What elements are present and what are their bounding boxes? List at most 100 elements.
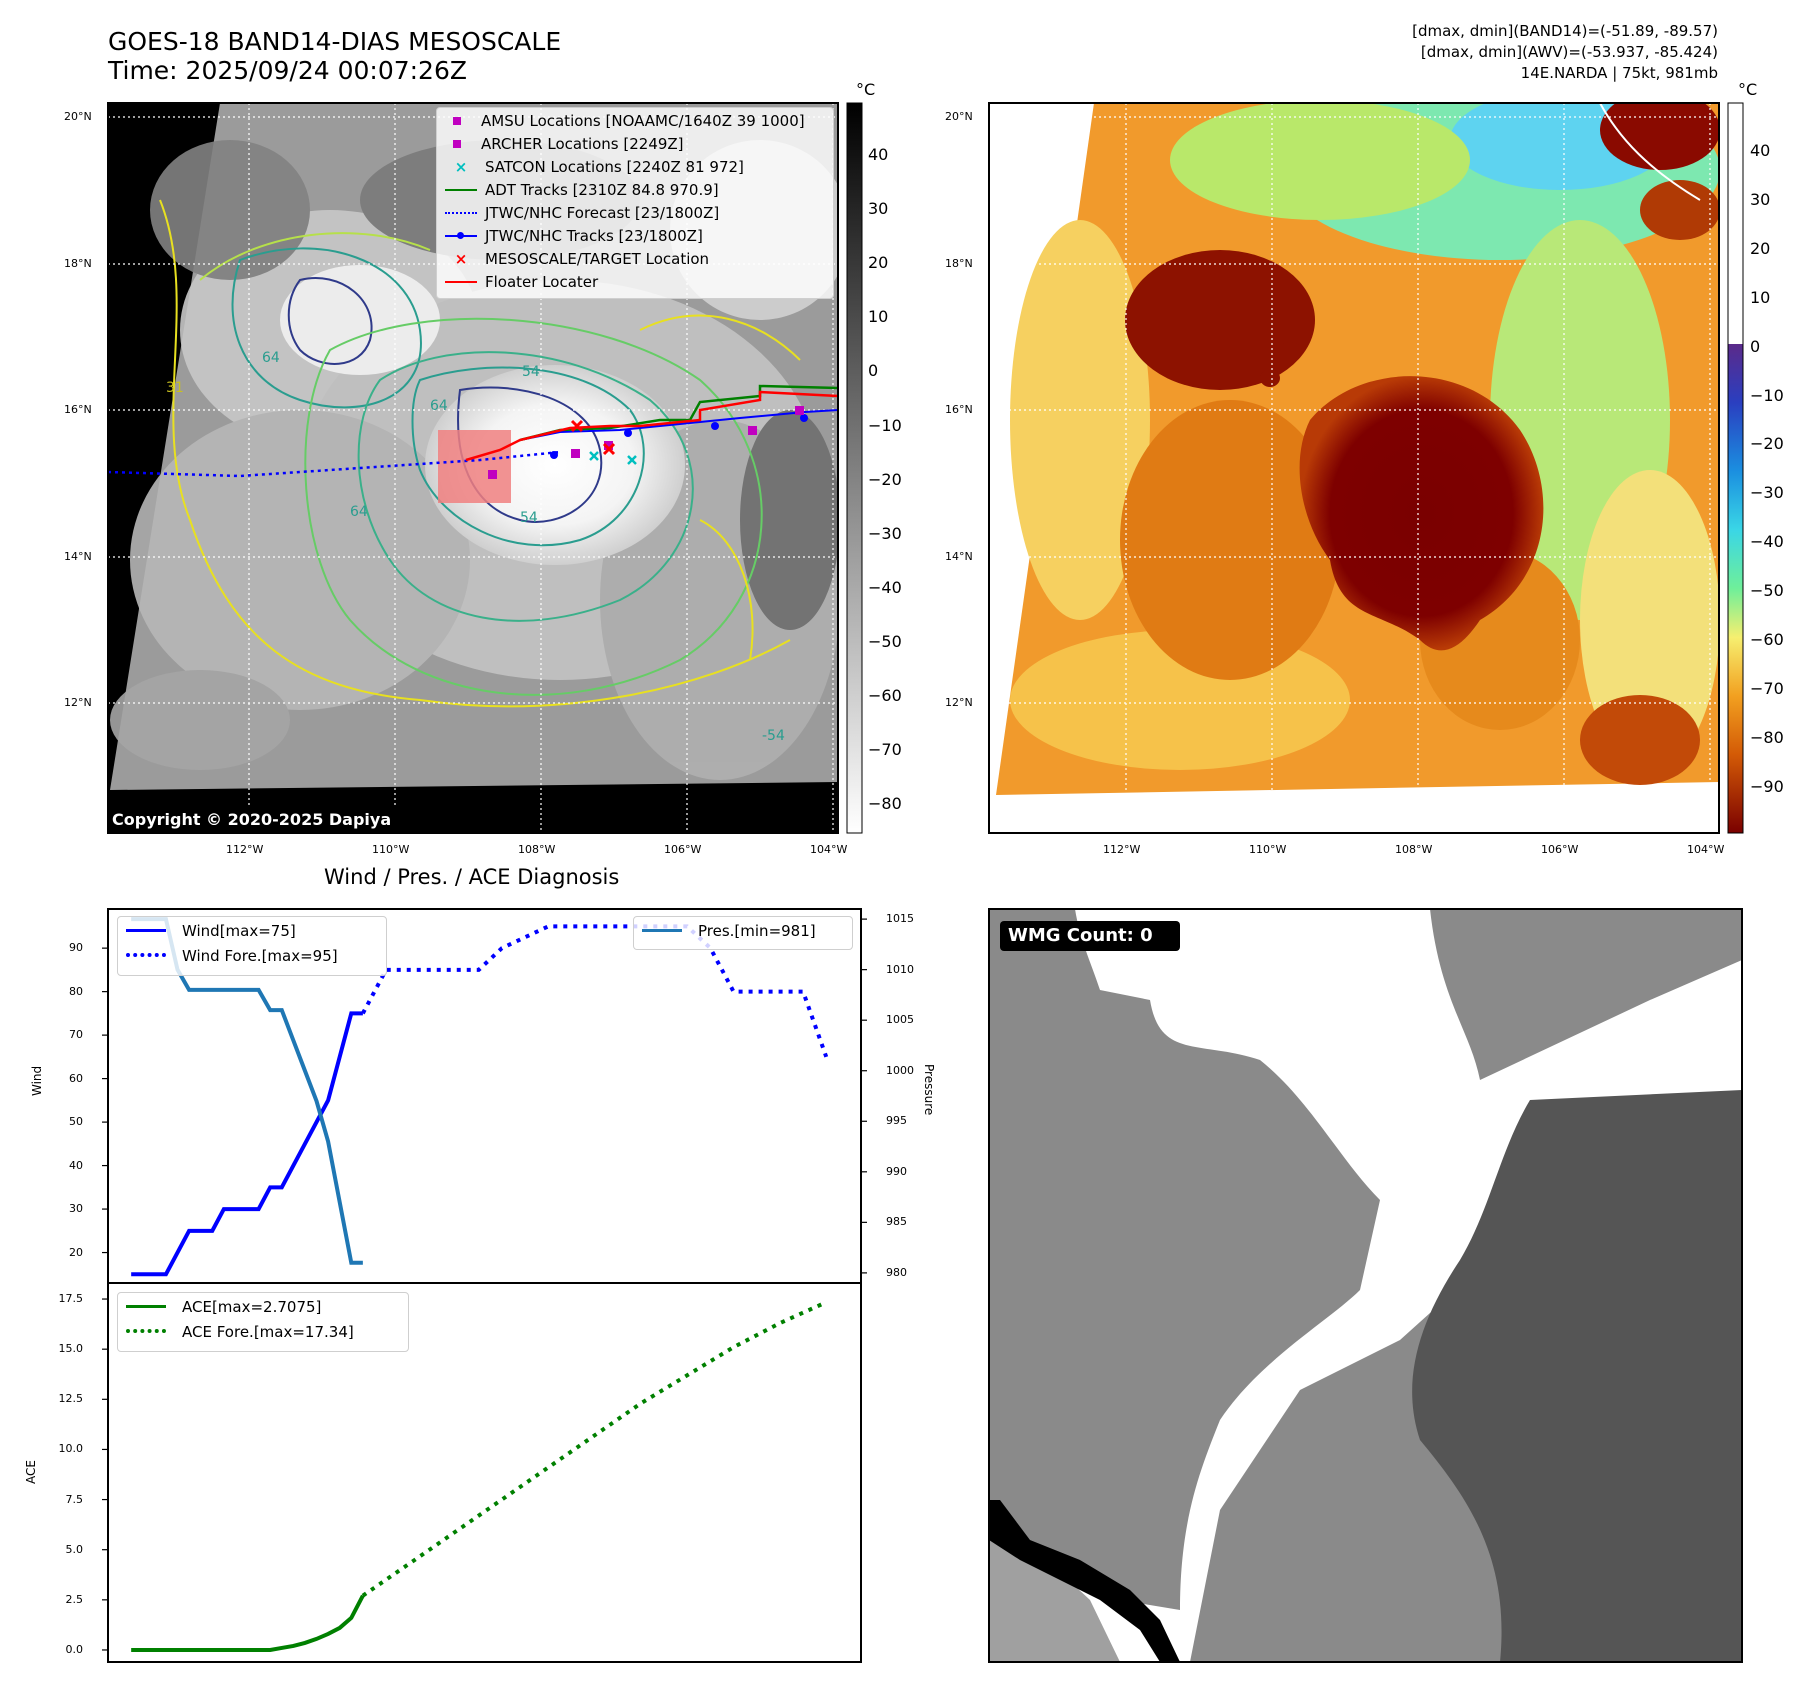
map1-lon-label: 106°W	[664, 843, 702, 856]
legend-item-amsu: AMSU Locations [NOAAMC/1640Z 39 1000]	[445, 112, 805, 130]
wind-tick-label: 50	[69, 1115, 83, 1129]
map2-lon-label: 110°W	[1249, 843, 1287, 856]
map1-lon-label: 104°W	[810, 843, 848, 856]
map2-lon-label: 108°W	[1395, 843, 1433, 856]
wind-tick-label: 20	[69, 1245, 83, 1259]
colorbar1-tick-label: −60	[868, 686, 902, 705]
ace-plot	[102, 1298, 828, 1652]
map2-lat-label: 18°N	[945, 257, 973, 270]
line-marker-icon	[126, 929, 166, 932]
colorbar1-tick-label: −70	[868, 740, 902, 760]
wind-tick-label: 80	[69, 984, 83, 998]
colorbar1-tick-label: −80	[868, 794, 902, 814]
awv-storm-core	[1299, 376, 1544, 651]
wind-tick-label: 30	[69, 1202, 83, 1216]
colorbar1-unit: °C	[856, 80, 876, 99]
map1-lat-label: 18°N	[64, 257, 92, 270]
wind-pressure-plot	[102, 917, 867, 1277]
floater-track	[465, 390, 838, 462]
wind-tick-label: 40	[69, 1158, 83, 1172]
series-line-0	[131, 1011, 363, 1277]
contour-label: 54	[522, 364, 540, 380]
dotted-line-icon	[126, 953, 166, 957]
pressure-axis-label: Pressure	[922, 1064, 936, 1116]
legend-item-target: × MESOSCALE/TARGET Location	[445, 250, 709, 268]
pressure-tick-label: 985	[886, 1215, 907, 1229]
colorbar2-tick-label: −70	[1750, 678, 1784, 698]
map2-lat-label: 12°N	[945, 696, 973, 709]
x-marker-icon: ×	[454, 158, 468, 176]
map1-lon-label: 108°W	[518, 843, 556, 856]
dotted-line-icon	[445, 212, 477, 214]
map1-lon-label: 110°W	[372, 843, 410, 856]
colorbar2-tick-label: 0	[1750, 336, 1761, 356]
line-marker-icon	[126, 1305, 166, 1308]
square-marker-icon	[453, 140, 461, 148]
map2-lat-label: 20°N	[945, 110, 973, 123]
map-legend: AMSU Locations [NOAAMC/1640Z 39 1000] AR…	[436, 107, 834, 299]
map1-lat-label: 12°N	[64, 696, 92, 709]
map1-lon-label: 112°W	[226, 843, 264, 856]
info-line2: [dmax, dmin](AWV)=(-53.937, -85.424)	[1420, 43, 1718, 61]
map2-lon-label: 112°W	[1103, 843, 1141, 856]
colorbar2-tick-label: −50	[1750, 581, 1784, 601]
x-marker-icon: ×	[454, 250, 468, 268]
ace-axes-frame	[107, 1282, 862, 1663]
wmg-dark-region	[1412, 1090, 1742, 1662]
info-line3: 14E.NARDA | 75kt, 981mb	[1520, 64, 1718, 82]
colorbar2-tick-label: −80	[1750, 727, 1784, 747]
wind-tick-label: 60	[69, 1071, 83, 1085]
jtwc-track	[519, 409, 838, 441]
colorbar1-tick-label: 30	[868, 199, 889, 219]
wmg-black-edge	[989, 1500, 1180, 1662]
contour-label: 64	[430, 398, 448, 414]
amsu-points	[488, 406, 804, 479]
colorbar1-tick-label: 0	[868, 361, 879, 381]
colorbar2-tick-label: 10	[1750, 287, 1771, 307]
legend-item-satcon: × SATCON Locations [2240Z 81 972]	[445, 158, 744, 176]
square-marker-icon	[453, 117, 461, 125]
ace-tick-label: 12.5	[58, 1392, 84, 1406]
legend-item-wind-forecast: Wind Fore.[max=95]	[126, 947, 338, 965]
contour-label: 54	[520, 510, 538, 526]
wind-axis-label: Wind	[30, 1065, 44, 1096]
colorbar2-tick-label: 30	[1750, 189, 1771, 209]
pressure-tick-label: 1010	[886, 962, 914, 976]
line-marker-icon	[445, 189, 477, 191]
contour-label: 64	[262, 350, 280, 366]
legend-item-pressure: Pres.[min=981]	[642, 922, 816, 940]
legend-item-wind: Wind[max=75]	[126, 922, 296, 940]
copyright-text: Copyright © 2020-2025 Dapiya	[112, 810, 392, 829]
ace-tick-label: 2.5	[65, 1592, 84, 1606]
ir-track-overlays	[108, 384, 838, 503]
gray-colorbar	[846, 102, 863, 834]
awv-colorbar	[1727, 102, 1744, 834]
wmg-white-region	[989, 909, 1742, 1662]
jtwc-track-points	[550, 414, 808, 459]
pressure-tick-label: 1000	[886, 1063, 914, 1077]
colorbar1-tick-label: −40	[868, 577, 902, 597]
figure-title-line1: GOES-18 BAND14-DIAS MESOSCALE	[108, 27, 562, 56]
jtwc-forecast-track	[108, 450, 561, 478]
colorbar2-tick-label: 20	[1750, 238, 1771, 258]
wmg-label-box	[1000, 921, 1180, 951]
map2-lat-label: 14°N	[945, 550, 973, 563]
line-marker-icon	[642, 929, 682, 932]
floater-box	[438, 430, 511, 503]
contour-label: 64	[350, 504, 368, 520]
series-line-2	[131, 917, 363, 1265]
satcon-points	[589, 451, 637, 465]
legend-item-ace: ACE[max=2.7075]	[126, 1298, 321, 1316]
ace-legend: ACE[max=2.7075] ACE Fore.[max=17.34]	[117, 1292, 409, 1352]
ace-axis-label: ACE	[24, 1460, 38, 1484]
map2-lat-label: 16°N	[945, 403, 973, 416]
colorbar1-tick-label: −50	[868, 631, 902, 651]
ace-tick-label: 0.0	[65, 1642, 84, 1656]
pressure-tick-label: 980	[886, 1265, 907, 1279]
ace-tick-label: 17.5	[58, 1292, 84, 1306]
wind-legend: Wind[max=75] Wind Fore.[max=95]	[117, 916, 387, 976]
colorbar2-tick-label: 40	[1750, 141, 1771, 160]
pressure-tick-label: 1005	[886, 1013, 914, 1027]
contour-label: -54	[762, 728, 785, 744]
colorbar1-tick-label: −10	[868, 415, 902, 435]
